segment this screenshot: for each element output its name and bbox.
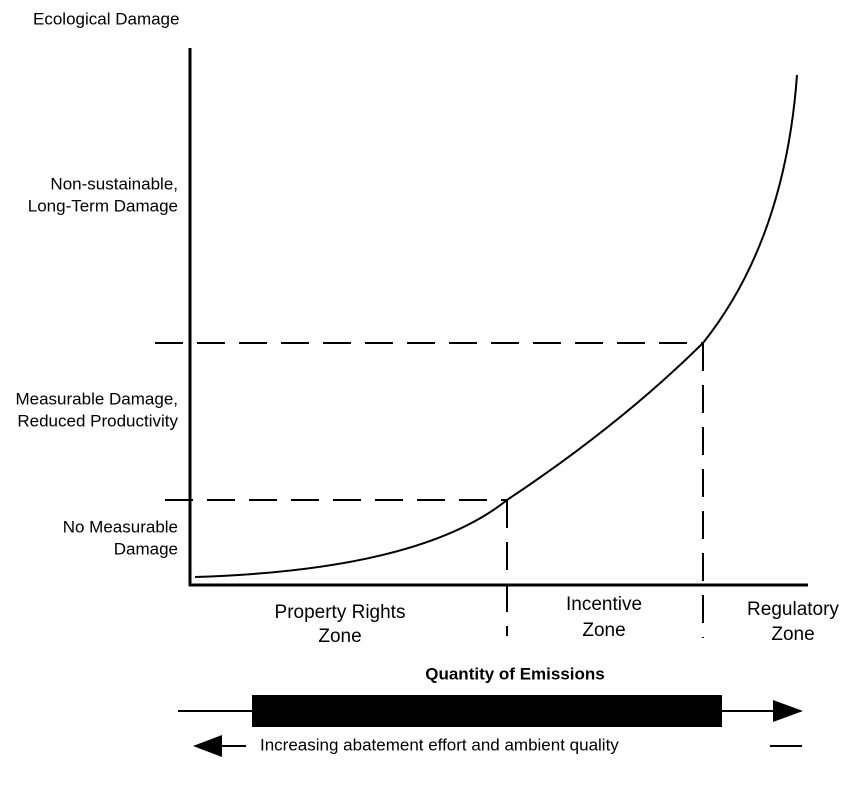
zone-boundaries [155, 342, 704, 638]
reverse-arrow-label: Increasing abatement effort and ambient … [260, 735, 619, 754]
damage-curve [194, 74, 798, 578]
zone-label: Property Rights [275, 602, 406, 623]
zone-label: Zone [771, 624, 814, 645]
emissions-bar [252, 695, 722, 727]
arrow-head [773, 700, 803, 722]
y-axis-title: Ecological Damage [33, 9, 179, 28]
x-axis-title: Quantity of Emissions [425, 664, 604, 683]
zone-label: Zone [582, 620, 625, 641]
y-label: Measurable Damage, [15, 389, 178, 408]
y-label: Long-Term Damage [28, 196, 178, 215]
y-label: Reduced Productivity [17, 411, 178, 430]
arrow-head [193, 735, 222, 757]
zone-label: Regulatory [747, 599, 839, 620]
y-label: Damage [114, 539, 178, 558]
zone-label: Zone [318, 626, 361, 647]
zone-label: Incentive [566, 594, 642, 615]
y-label: No Measurable [63, 517, 178, 536]
y-label: Non-sustainable, [50, 174, 178, 193]
